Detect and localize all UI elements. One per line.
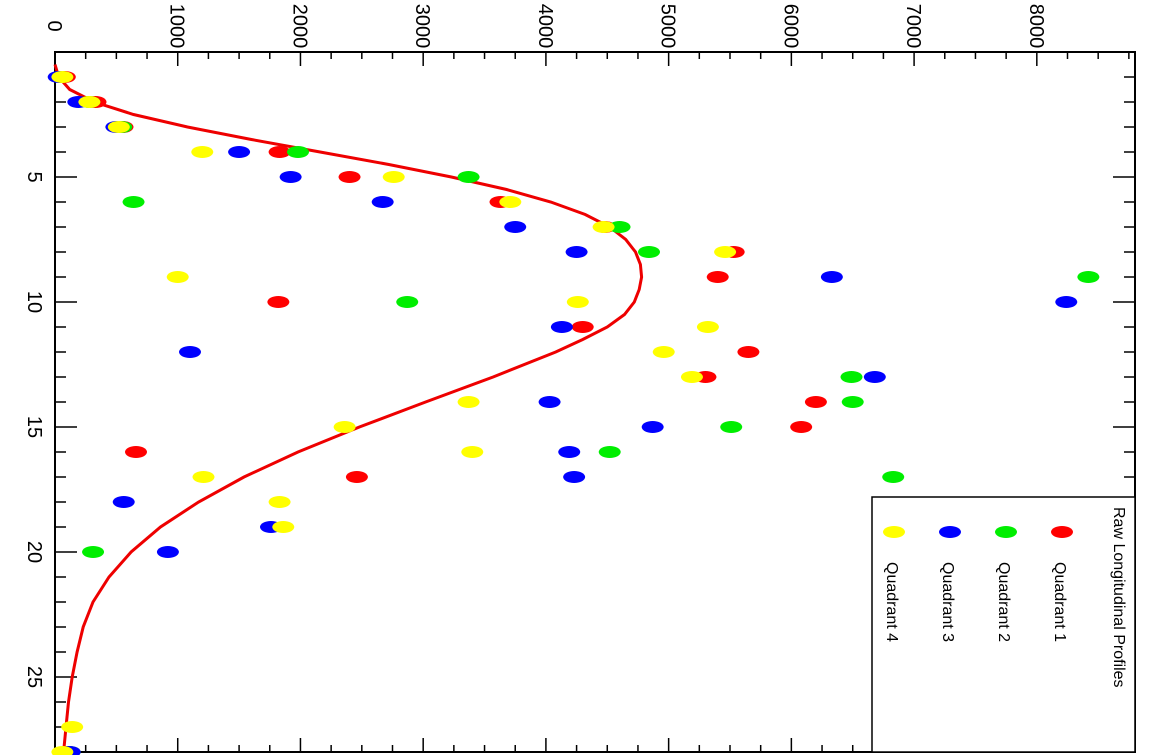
point-quadrant-3 bbox=[820, 271, 843, 283]
y-tick-label: 8000 bbox=[1025, 4, 1047, 49]
point-quadrant-4 bbox=[461, 446, 484, 458]
y-tick-label: 2000 bbox=[288, 4, 310, 49]
legend-marker-quadrant-2 bbox=[995, 526, 1017, 538]
legend: Raw Longitudinal Profiles Quadrant 1Quad… bbox=[871, 496, 1136, 753]
x-tick-labels: 5 10 15 20 25 bbox=[23, 171, 45, 688]
point-quadrant-2 bbox=[1077, 271, 1100, 283]
legend-marker-quadrant-4 bbox=[883, 526, 905, 538]
fit-curve bbox=[53, 64, 644, 753]
point-quadrant-1 bbox=[571, 321, 594, 333]
point-quadrant-3 bbox=[1055, 296, 1078, 308]
point-quadrant-4 bbox=[382, 171, 405, 183]
x-tick-label: 25 bbox=[23, 666, 45, 688]
point-quadrant-3 bbox=[641, 421, 664, 433]
point-quadrant-3 bbox=[504, 221, 527, 233]
point-quadrant-4 bbox=[457, 396, 480, 408]
legend-label-quadrant-2: Quadrant 2 bbox=[995, 562, 1012, 642]
point-quadrant-4 bbox=[61, 721, 84, 733]
point-quadrant-2 bbox=[882, 471, 905, 483]
point-quadrant-4 bbox=[272, 521, 295, 533]
point-quadrant-1 bbox=[706, 271, 729, 283]
point-quadrant-3 bbox=[371, 196, 394, 208]
point-quadrant-2 bbox=[638, 246, 660, 258]
point-quadrant-2 bbox=[608, 221, 631, 233]
point-quadrant-4 bbox=[107, 121, 130, 133]
legend-marker-quadrant-1 bbox=[1051, 526, 1073, 538]
point-quadrant-4 bbox=[652, 346, 675, 358]
point-quadrant-2 bbox=[287, 146, 309, 158]
point-quadrant-2 bbox=[457, 171, 480, 183]
point-quadrant-4 bbox=[333, 421, 356, 433]
legend-label-quadrant-4: Quadrant 4 bbox=[883, 562, 900, 642]
legend-label-quadrant-1: Quadrant 1 bbox=[1051, 562, 1068, 642]
point-quadrant-4 bbox=[51, 71, 74, 83]
point-quadrant-3 bbox=[563, 471, 586, 483]
point-quadrant-3 bbox=[179, 346, 201, 358]
point-quadrant-4 bbox=[78, 96, 101, 108]
point-quadrant-3 bbox=[112, 496, 135, 508]
point-quadrant-1 bbox=[338, 171, 361, 183]
point-quadrant-2 bbox=[720, 421, 743, 433]
point-quadrant-2 bbox=[82, 546, 105, 558]
y-tick-labels: 0 1000 2000 3000 4000 5000 6000 7000 8000 bbox=[43, 4, 1047, 49]
point-quadrant-4 bbox=[499, 196, 522, 208]
point-quadrant-3 bbox=[550, 321, 573, 333]
point-quadrant-1 bbox=[125, 446, 147, 458]
point-quadrant-3 bbox=[279, 171, 302, 183]
y-tick-label: 5000 bbox=[657, 4, 679, 49]
legend-entries: Quadrant 1 Quadrant 2 Quadrant 3 Quadrant 4 bbox=[883, 526, 1073, 642]
x-tick-label: 10 bbox=[23, 291, 45, 313]
point-quadrant-2 bbox=[840, 371, 863, 383]
point-quadrant-3 bbox=[558, 446, 581, 458]
point-quadrant-4 bbox=[714, 246, 737, 258]
point-quadrant-3 bbox=[228, 146, 251, 158]
point-quadrant-3 bbox=[156, 546, 179, 558]
point-quadrant-3 bbox=[863, 371, 886, 383]
point-quadrant-2 bbox=[396, 296, 419, 308]
point-quadrant-4 bbox=[566, 296, 589, 308]
point-quadrant-1 bbox=[737, 346, 760, 358]
point-quadrant-4 bbox=[192, 471, 215, 483]
point-quadrant-1 bbox=[267, 296, 290, 308]
point-quadrant-2 bbox=[598, 446, 621, 458]
point-quadrant-4 bbox=[166, 271, 189, 283]
point-quadrant-4 bbox=[680, 371, 703, 383]
y-tick-label: 7000 bbox=[902, 4, 924, 49]
point-quadrant-4 bbox=[592, 221, 615, 233]
point-quadrant-3 bbox=[538, 396, 561, 408]
x-tick-label: 15 bbox=[23, 416, 45, 438]
legend-label-quadrant-3: Quadrant 3 bbox=[939, 562, 956, 642]
point-quadrant-2 bbox=[122, 196, 145, 208]
point-quadrant-4 bbox=[696, 321, 719, 333]
point-quadrant-3 bbox=[565, 246, 588, 258]
x-tick-label: 20 bbox=[23, 541, 45, 563]
y-tick-label: 1000 bbox=[166, 4, 188, 49]
point-quadrant-1 bbox=[790, 421, 813, 433]
point-quadrant-4 bbox=[51, 746, 74, 755]
legend-title: Raw Longitudinal Profiles bbox=[1110, 507, 1127, 688]
data-points bbox=[47, 71, 1100, 755]
y-tick-label: 3000 bbox=[411, 4, 433, 49]
point-quadrant-2 bbox=[841, 396, 864, 408]
legend-marker-quadrant-3 bbox=[939, 526, 961, 538]
y-tick-label: 6000 bbox=[779, 4, 801, 49]
point-quadrant-1 bbox=[804, 396, 827, 408]
x-tick-label: 5 bbox=[23, 171, 45, 182]
y-tick-label: 0 bbox=[43, 20, 65, 31]
point-quadrant-4 bbox=[268, 496, 291, 508]
y-tick-label: 4000 bbox=[534, 4, 556, 49]
point-quadrant-4 bbox=[191, 146, 214, 158]
point-quadrant-1 bbox=[268, 146, 291, 158]
point-quadrant-1 bbox=[345, 471, 368, 483]
legend-box bbox=[871, 496, 1136, 753]
